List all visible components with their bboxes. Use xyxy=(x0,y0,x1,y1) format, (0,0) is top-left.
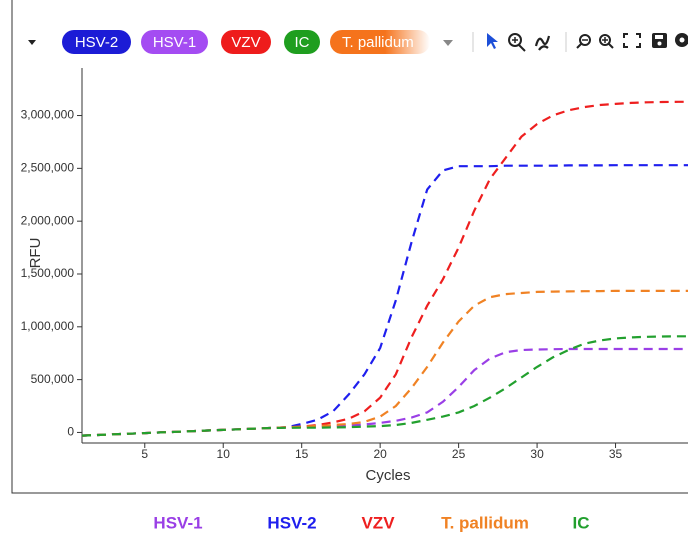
toolbar: HSV-2 HSV-1 VZV IC T. pallidum xyxy=(28,30,688,54)
y-tick-label: 1,000,000 xyxy=(21,319,75,333)
series-chip[interactable] xyxy=(330,30,430,54)
menu-arrow[interactable] xyxy=(28,40,36,45)
x-tick-label: 35 xyxy=(609,447,623,461)
x-tick-label: 30 xyxy=(530,447,544,461)
legend-entry[interactable]: HSV-1 xyxy=(153,513,202,532)
chart-frame xyxy=(11,0,688,494)
y-tick-label: 2,000,000 xyxy=(21,213,75,227)
zoom-out[interactable] xyxy=(576,34,591,49)
series-chip-label: HSV-1 xyxy=(153,34,196,51)
legend-entry[interactable]: VZV xyxy=(361,513,395,532)
series-chip[interactable] xyxy=(221,30,271,54)
x-axis-label: Cycles xyxy=(365,467,410,484)
dropdown-arrow[interactable] xyxy=(443,40,453,46)
series-chip-label: T. pallidum xyxy=(342,34,414,51)
autoscale[interactable] xyxy=(623,33,641,48)
x-tick-label: 25 xyxy=(452,447,466,461)
y-tick-label: 3,000,000 xyxy=(21,108,75,122)
series-chip-label: VZV xyxy=(231,34,260,51)
series-line xyxy=(81,289,688,437)
save[interactable] xyxy=(652,33,667,48)
legend-entry[interactable]: HSV-2 xyxy=(267,513,316,532)
y-tick-label: 2,500,000 xyxy=(21,161,75,175)
zoom-in[interactable] xyxy=(599,34,614,49)
settings[interactable] xyxy=(675,33,688,47)
series-chip[interactable] xyxy=(62,30,131,54)
series-line xyxy=(81,335,688,437)
series-chip-label: IC xyxy=(295,34,310,51)
x-tick-label: 20 xyxy=(373,447,387,461)
series-chip[interactable] xyxy=(284,30,320,54)
y-tick-label: 1,500,000 xyxy=(21,266,75,280)
series-line xyxy=(81,347,688,437)
series-chip-label: HSV-2 xyxy=(75,34,118,51)
select-tool[interactable] xyxy=(487,33,498,49)
zoom-tool[interactable] xyxy=(508,33,526,52)
x-tick-label: 10 xyxy=(217,447,231,461)
y-tick-label: 0 xyxy=(67,425,74,439)
x-tick-label: 15 xyxy=(295,447,309,461)
series-chip[interactable] xyxy=(141,30,208,54)
y-tick-label: 500,000 xyxy=(31,372,75,386)
legend-entry[interactable]: T. pallidum xyxy=(441,513,529,532)
plot-area: 5 10 15 20 25 30 35 0 500,000 1,000,000 1,500,000 2… xyxy=(21,100,688,461)
series-line xyxy=(81,100,688,437)
legend-entry[interactable]: IC xyxy=(573,513,590,532)
x-tick-label: 5 xyxy=(141,447,148,461)
y-axis-label: RFU xyxy=(27,238,44,269)
lasso-tool[interactable] xyxy=(534,35,551,51)
